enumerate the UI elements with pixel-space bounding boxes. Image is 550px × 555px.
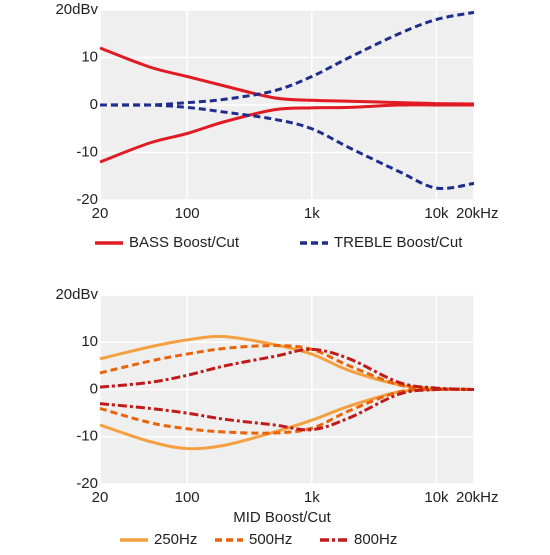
x-tick-label: 100	[175, 205, 200, 222]
curve-cut	[99, 103, 475, 191]
x-tick-label: 20	[92, 489, 109, 506]
x-axis-label: MID Boost/Cut	[233, 509, 331, 526]
curve-boost	[99, 344, 475, 391]
legend-label: 800Hz	[354, 531, 397, 548]
x-tick-label: 20kHz	[456, 489, 499, 506]
curve-boost	[99, 347, 475, 391]
x-tick-label: 20	[92, 205, 109, 222]
curve-cut	[99, 387, 475, 435]
x-tick-label: 1k	[304, 489, 320, 506]
curve-boost	[99, 46, 475, 106]
curve-cut	[99, 103, 474, 164]
legend-label: 500Hz	[249, 531, 292, 548]
y-tick-label: -20	[76, 475, 98, 492]
x-tick-label: 1k	[304, 205, 320, 222]
y-tick-label: 20dBv	[55, 286, 98, 303]
legend-label: BASS Boost/Cut	[129, 234, 240, 251]
y-tick-label: -10	[76, 143, 98, 160]
legend-label: 250Hz	[154, 531, 197, 548]
x-tick-label: 20kHz	[456, 205, 499, 222]
y-tick-label: 20dBv	[55, 1, 98, 18]
legend-label: TREBLE Boost/Cut	[334, 234, 463, 251]
y-tick-label: 0	[90, 380, 98, 397]
y-tick-label: 10	[81, 333, 98, 350]
x-tick-label: 100	[175, 489, 200, 506]
y-tick-label: -10	[76, 428, 98, 445]
x-tick-label: 10k	[424, 205, 449, 222]
y-tick-label: 0	[90, 96, 98, 113]
curve-cut	[99, 387, 475, 432]
x-tick-label: 10k	[424, 489, 449, 506]
y-tick-label: -20	[76, 191, 98, 208]
y-tick-label: 10	[81, 48, 98, 65]
curve-boost	[99, 10, 475, 107]
